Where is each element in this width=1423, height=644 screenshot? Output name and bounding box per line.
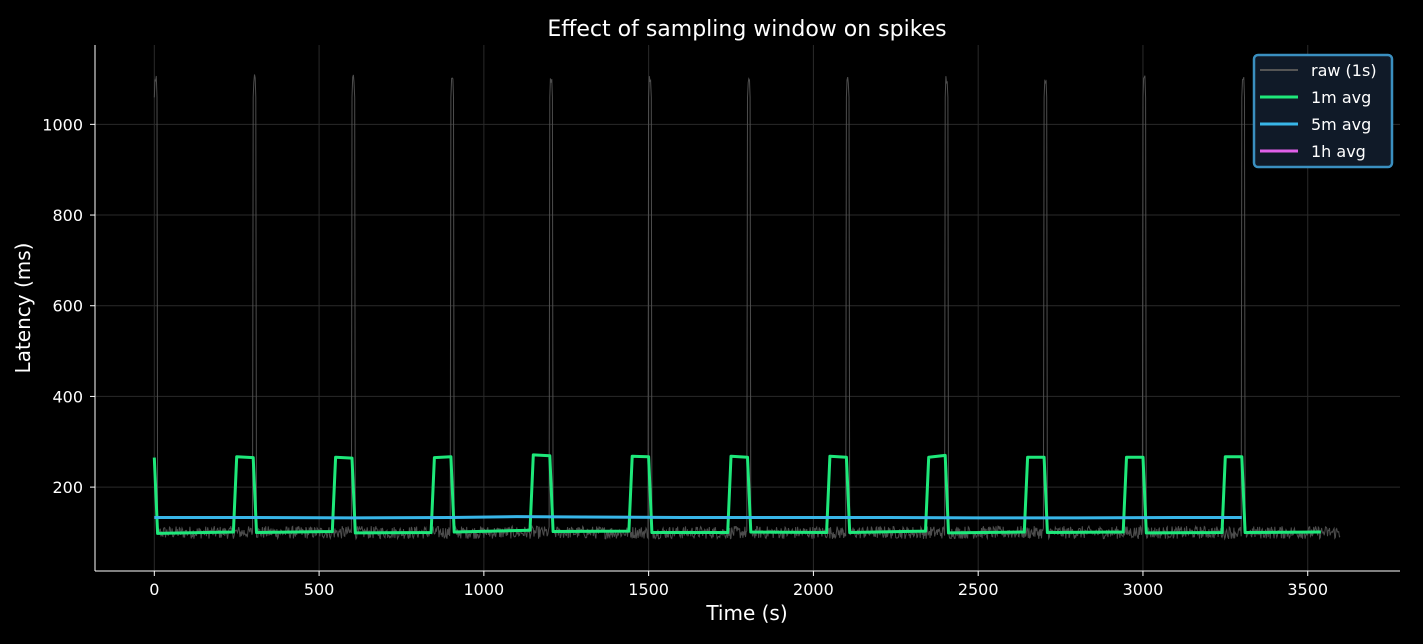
x-tick-label: 2000 (793, 580, 834, 599)
y-tick-label: 600 (52, 297, 83, 316)
legend: raw (1s) 1m avg 5m avg 1h avg (1252, 53, 1394, 169)
x-tick-label: 1500 (628, 580, 669, 599)
x-tick-label: 0 (149, 580, 159, 599)
legend-label: 1m avg (1311, 88, 1371, 107)
x-tick-label: 3500 (1287, 580, 1328, 599)
y-tick-label: 1000 (42, 115, 83, 134)
x-tick-label: 1000 (464, 580, 505, 599)
legend-label: 5m avg (1311, 115, 1371, 134)
series-line-1 (152, 453, 1321, 535)
legend-label: raw (1s) (1311, 61, 1377, 80)
legend-box (1252, 53, 1394, 169)
x-tick-label: 3000 (1123, 580, 1164, 599)
chart-title: Effect of sampling window on spikes (547, 17, 946, 42)
y-tick-label: 200 (52, 478, 83, 497)
y-tick-label: 800 (52, 206, 83, 225)
axes (94, 45, 1400, 572)
x-tick-label: 2500 (958, 580, 999, 599)
x-axis-label: Time (s) (705, 601, 787, 625)
legend-label: 1h avg (1311, 142, 1366, 161)
y-tick-label: 400 (52, 387, 83, 406)
y-axis-label: Latency (ms) (11, 243, 35, 374)
ticks: 0 500 1000 1500 2000 2500 3000 3500 200 400 600 800… (42, 115, 1328, 599)
series-line-2 (154, 515, 1242, 520)
x-tick-label: 500 (304, 580, 335, 599)
series-layer (152, 74, 1341, 541)
